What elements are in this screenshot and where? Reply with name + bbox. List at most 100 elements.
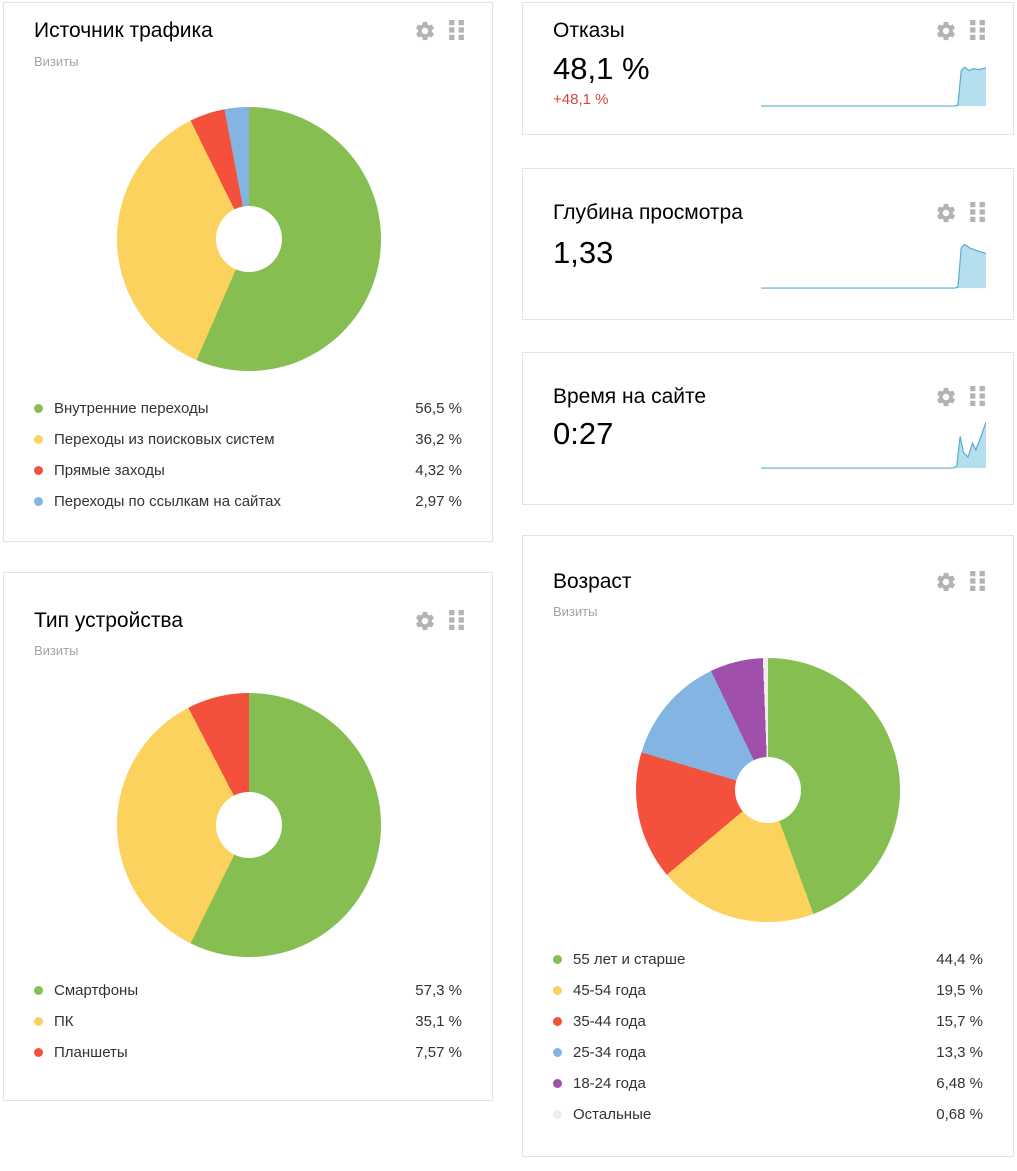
legend-value: 0,68 % bbox=[936, 1106, 983, 1123]
legend-label: 25-34 года bbox=[573, 1044, 646, 1061]
widget-title-device-type[interactable]: Тип устройства bbox=[34, 609, 184, 632]
drag-handle-icon[interactable] bbox=[970, 202, 985, 222]
legend-item: Планшеты 7,57 % bbox=[34, 1037, 462, 1068]
time-on-site-value: 0:27 bbox=[553, 416, 614, 451]
legend-dot-icon bbox=[553, 1110, 562, 1119]
legend-dot-icon bbox=[553, 955, 562, 964]
widget-bounces: Отказы 48,1 % +48,1 % bbox=[522, 2, 1014, 135]
widget-controls bbox=[935, 386, 985, 408]
widget-age: Возраст Визиты 55 лет и старше 44,4 % 45-5… bbox=[522, 535, 1014, 1157]
legend-value: 6,48 % bbox=[936, 1075, 983, 1092]
widget-subtitle: Визиты bbox=[34, 643, 79, 658]
page-depth-value: 1,33 bbox=[553, 235, 614, 270]
gear-icon[interactable] bbox=[935, 386, 957, 408]
device-type-legend: Смартфоны 57,3 % ПК 35,1 % Планшеты 7,57 % bbox=[34, 975, 462, 1068]
gear-icon[interactable] bbox=[414, 610, 436, 632]
legend-label: Переходы по ссылкам на сайтах bbox=[54, 493, 281, 510]
age-donut-chart[interactable] bbox=[636, 658, 900, 922]
widget-controls bbox=[935, 571, 985, 593]
widget-subtitle: Визиты bbox=[553, 604, 598, 619]
legend-label: 35-44 года bbox=[573, 1013, 646, 1030]
legend-dot-icon bbox=[553, 1048, 562, 1057]
widget-title-traffic-source[interactable]: Источник трафика bbox=[34, 19, 213, 42]
legend-item: 45-54 года 19,5 % bbox=[553, 975, 983, 1006]
legend-item: Смартфоны 57,3 % bbox=[34, 975, 462, 1006]
legend-item: 35-44 года 15,7 % bbox=[553, 1006, 983, 1037]
bounces-delta: +48,1 % bbox=[553, 91, 609, 108]
legend-dot-icon bbox=[553, 986, 562, 995]
legend-label: Переходы из поисковых систем bbox=[54, 431, 275, 448]
widget-traffic-source: Источник трафика Визиты Внутренние перех… bbox=[3, 2, 493, 542]
legend-value: 19,5 % bbox=[936, 982, 983, 999]
bounces-sparkline-chart bbox=[761, 60, 986, 108]
drag-handle-icon[interactable] bbox=[449, 610, 464, 630]
drag-handle-icon[interactable] bbox=[970, 20, 985, 40]
legend-value: 57,3 % bbox=[415, 982, 462, 999]
legend-value: 35,1 % bbox=[415, 1013, 462, 1030]
drag-handle-icon[interactable] bbox=[970, 571, 985, 591]
widget-title-page-depth[interactable]: Глубина просмотра bbox=[553, 201, 743, 224]
legend-item: Остальные 0,68 % bbox=[553, 1099, 983, 1130]
widget-controls bbox=[935, 20, 985, 42]
legend-label: Смартфоны bbox=[54, 982, 139, 999]
traffic-source-donut-chart[interactable] bbox=[117, 107, 381, 371]
gear-icon[interactable] bbox=[935, 571, 957, 593]
age-legend: 55 лет и старше 44,4 % 45-54 года 19,5 % 35-… bbox=[553, 944, 983, 1130]
legend-dot-icon bbox=[553, 1017, 562, 1026]
widget-controls bbox=[414, 20, 464, 42]
page-depth-sparkline-chart bbox=[761, 242, 986, 290]
gear-icon[interactable] bbox=[414, 20, 436, 42]
legend-dot-icon bbox=[34, 1048, 43, 1057]
legend-dot-icon bbox=[34, 466, 43, 475]
drag-handle-icon[interactable] bbox=[970, 386, 985, 406]
traffic-source-legend: Внутренние переходы 56,5 % Переходы из пои… bbox=[34, 393, 462, 517]
gear-icon[interactable] bbox=[935, 20, 957, 42]
legend-value: 13,3 % bbox=[936, 1044, 983, 1061]
legend-label: 55 лет и старше bbox=[573, 951, 686, 968]
legend-label: Внутренние переходы bbox=[54, 400, 209, 417]
widget-page-depth: Глубина просмотра 1,33 bbox=[522, 168, 1014, 320]
widget-title-bounces[interactable]: Отказы bbox=[553, 19, 625, 42]
legend-item: Переходы по ссылкам на сайтах 2,97 % bbox=[34, 486, 462, 517]
widget-time-on-site: Время на сайте 0:27 bbox=[522, 352, 1014, 505]
legend-item: Прямые заходы 4,32 % bbox=[34, 455, 462, 486]
legend-dot-icon bbox=[34, 1017, 43, 1026]
widget-title-age[interactable]: Возраст bbox=[553, 570, 632, 593]
legend-label: 18-24 года bbox=[573, 1075, 646, 1092]
legend-item: Переходы из поисковых систем 36,2 % bbox=[34, 424, 462, 455]
legend-item: 25-34 года 13,3 % bbox=[553, 1037, 983, 1068]
device-type-donut-chart[interactable] bbox=[117, 693, 381, 957]
legend-value: 4,32 % bbox=[415, 462, 462, 479]
legend-item: ПК 35,1 % bbox=[34, 1006, 462, 1037]
legend-value: 2,97 % bbox=[415, 493, 462, 510]
legend-value: 56,5 % bbox=[415, 400, 462, 417]
widget-subtitle: Визиты bbox=[34, 54, 79, 69]
legend-label: Планшеты bbox=[54, 1044, 128, 1061]
legend-dot-icon bbox=[34, 497, 43, 506]
widget-controls bbox=[414, 610, 464, 632]
widget-title-time-on-site[interactable]: Время на сайте bbox=[553, 385, 707, 408]
legend-value: 44,4 % bbox=[936, 951, 983, 968]
legend-label: Остальные bbox=[573, 1106, 652, 1123]
legend-dot-icon bbox=[553, 1079, 562, 1088]
legend-value: 7,57 % bbox=[415, 1044, 462, 1061]
legend-label: Прямые заходы bbox=[54, 462, 165, 479]
legend-dot-icon bbox=[34, 435, 43, 444]
legend-item: Внутренние переходы 56,5 % bbox=[34, 393, 462, 424]
legend-label: ПК bbox=[54, 1013, 74, 1030]
donut-hole bbox=[216, 792, 282, 858]
legend-value: 15,7 % bbox=[936, 1013, 983, 1030]
time-on-site-sparkline-chart bbox=[761, 422, 986, 470]
bounces-value: 48,1 % bbox=[553, 51, 650, 86]
legend-dot-icon bbox=[34, 986, 43, 995]
widget-controls bbox=[935, 202, 985, 224]
drag-handle-icon[interactable] bbox=[449, 20, 464, 40]
legend-label: 45-54 года bbox=[573, 982, 646, 999]
donut-hole bbox=[735, 757, 801, 823]
donut-hole bbox=[216, 206, 282, 272]
legend-item: 55 лет и старше 44,4 % bbox=[553, 944, 983, 975]
widget-device-type: Тип устройства Визиты Смартфоны 57,3 % ПК 3… bbox=[3, 572, 493, 1101]
legend-value: 36,2 % bbox=[415, 431, 462, 448]
gear-icon[interactable] bbox=[935, 202, 957, 224]
